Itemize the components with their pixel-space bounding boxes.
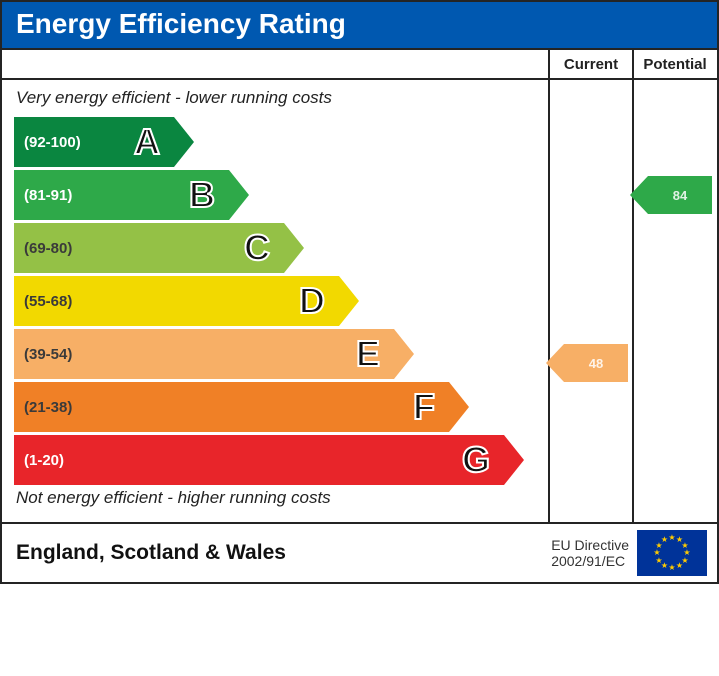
chart-body: Very energy efficient - lower running co… bbox=[2, 80, 717, 524]
band-bar: (69-80) C bbox=[14, 223, 284, 273]
band-range-label: (1-20) bbox=[14, 452, 64, 469]
band-bar: (81-91) B bbox=[14, 170, 229, 220]
current-pointer: 48 bbox=[564, 344, 628, 382]
potential-column: 84 bbox=[632, 80, 716, 522]
band-row-b: (81-91) B bbox=[14, 170, 548, 220]
eu-star-icon: ★ bbox=[653, 549, 660, 557]
chart-title: Energy Efficiency Rating bbox=[2, 2, 717, 48]
directive-text: EU Directive 2002/91/EC bbox=[551, 537, 629, 569]
caption-bottom: Not energy efficient - higher running co… bbox=[2, 488, 548, 514]
band-row-c: (69-80) C bbox=[14, 223, 548, 273]
band-bar: (92-100) A bbox=[14, 117, 174, 167]
eu-star-icon: ★ bbox=[655, 557, 662, 565]
directive-line2: 2002/91/EC bbox=[551, 553, 625, 569]
band-row-e: (39-54) E bbox=[14, 329, 548, 379]
header-potential: Potential bbox=[632, 50, 716, 78]
band-row-g: (1-20) G bbox=[14, 435, 548, 485]
band-letter: D bbox=[299, 280, 325, 322]
band-letter: A bbox=[134, 121, 160, 163]
bands-container: (92-100) A (81-91) B (69-80) C (55-68) D (39-54)… bbox=[2, 117, 548, 485]
header-current: Current bbox=[548, 50, 632, 78]
band-range-label: (55-68) bbox=[14, 293, 72, 310]
band-letter: B bbox=[189, 174, 215, 216]
epc-chart: Energy Efficiency Rating Current Potenti… bbox=[0, 0, 719, 584]
band-range-label: (39-54) bbox=[14, 346, 72, 363]
eu-star-icon: ★ bbox=[661, 536, 668, 544]
band-range-label: (21-38) bbox=[14, 399, 72, 416]
band-range-label: (69-80) bbox=[14, 240, 72, 257]
current-column: 48 bbox=[548, 80, 632, 522]
band-letter: C bbox=[244, 227, 270, 269]
potential-pointer: 84 bbox=[648, 176, 712, 214]
band-bar: (21-38) F bbox=[14, 382, 449, 432]
eu-star-icon: ★ bbox=[668, 564, 675, 572]
band-row-d: (55-68) D bbox=[14, 276, 548, 326]
caption-top: Very energy efficient - lower running co… bbox=[2, 88, 548, 114]
band-row-a: (92-100) A bbox=[14, 117, 548, 167]
band-bar: (39-54) E bbox=[14, 329, 394, 379]
directive-line1: EU Directive bbox=[551, 537, 629, 553]
band-bar: (1-20) G bbox=[14, 435, 504, 485]
eu-star-icon: ★ bbox=[668, 534, 675, 542]
band-letter: G bbox=[462, 439, 490, 481]
region-text: England, Scotland & Wales bbox=[16, 541, 551, 565]
band-range-label: (92-100) bbox=[14, 134, 81, 151]
band-letter: F bbox=[413, 386, 435, 428]
eu-flag-icon: ★★★★★★★★★★★★ bbox=[637, 530, 707, 576]
bands-column: Very energy efficient - lower running co… bbox=[2, 80, 548, 522]
band-row-f: (21-38) F bbox=[14, 382, 548, 432]
column-header-row: Current Potential bbox=[2, 48, 717, 80]
eu-star-icon: ★ bbox=[676, 562, 683, 570]
band-range-label: (81-91) bbox=[14, 187, 72, 204]
header-spacer bbox=[2, 50, 548, 78]
band-bar: (55-68) D bbox=[14, 276, 339, 326]
chart-footer: England, Scotland & Wales EU Directive 2… bbox=[2, 524, 717, 582]
band-letter: E bbox=[356, 333, 380, 375]
